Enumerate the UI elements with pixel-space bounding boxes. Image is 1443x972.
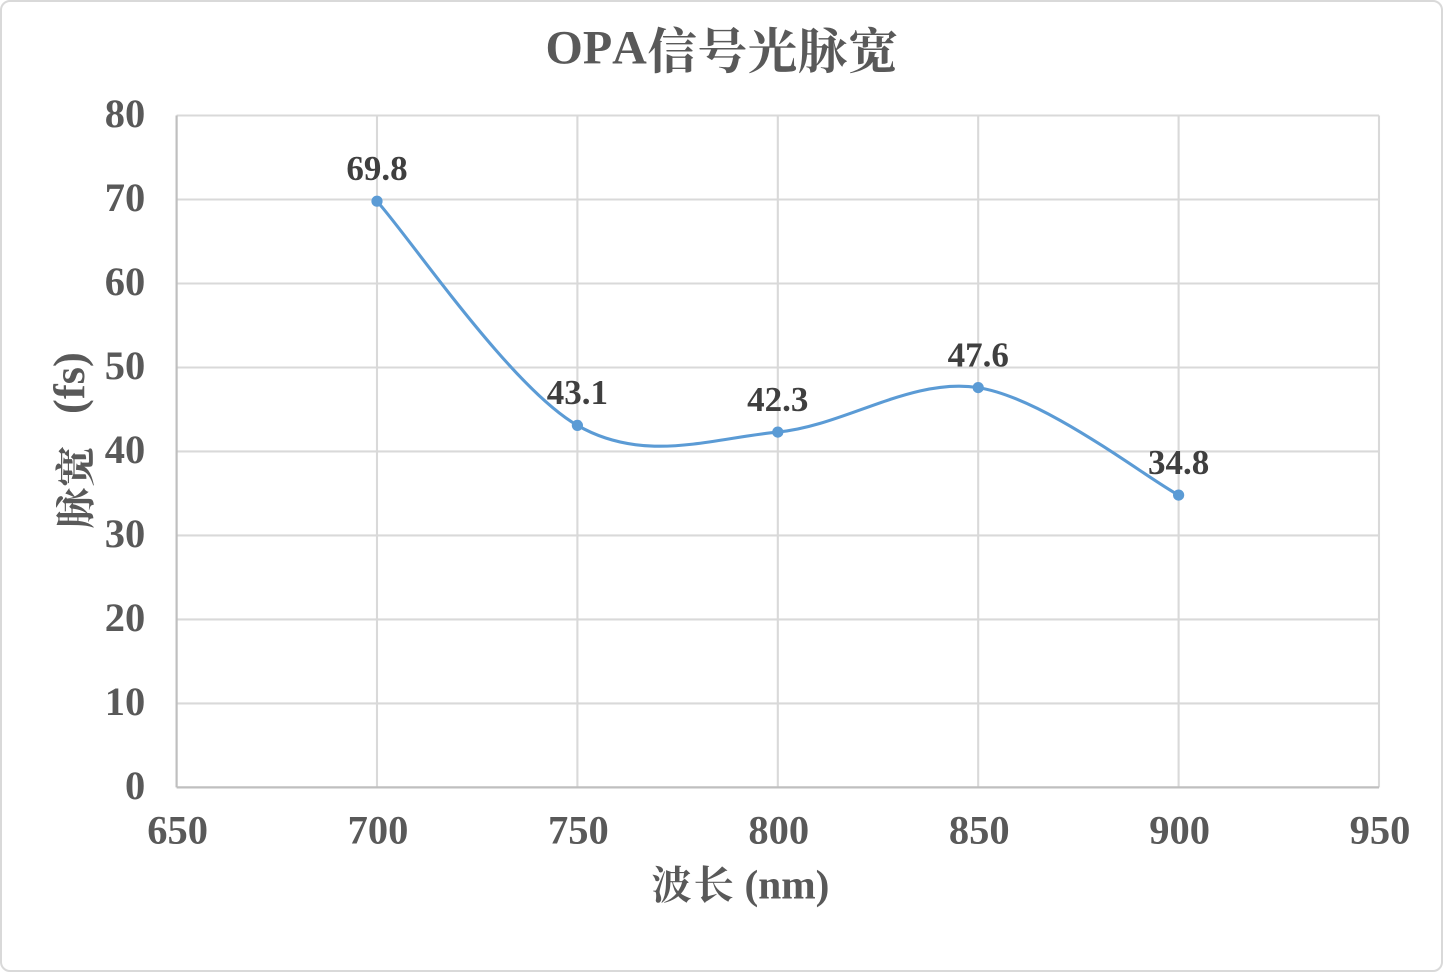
svg-text:34.8: 34.8 xyxy=(1148,443,1209,482)
svg-text:(fs): (fs) xyxy=(44,352,94,414)
svg-text:60: 60 xyxy=(105,259,146,304)
svg-text:950: 950 xyxy=(1350,807,1411,852)
svg-text:650: 650 xyxy=(147,807,208,852)
svg-text:43.1: 43.1 xyxy=(547,373,608,412)
svg-text:47.6: 47.6 xyxy=(948,335,1009,374)
svg-text:0: 0 xyxy=(125,763,145,808)
svg-text:(nm): (nm) xyxy=(745,862,830,909)
svg-text:69.8: 69.8 xyxy=(346,149,407,188)
svg-text:700: 700 xyxy=(348,807,409,852)
svg-text:40: 40 xyxy=(105,427,146,472)
svg-text:20: 20 xyxy=(105,595,146,640)
svg-text:80: 80 xyxy=(105,91,146,136)
svg-text:800: 800 xyxy=(748,807,809,852)
svg-text:50: 50 xyxy=(105,343,146,388)
svg-text:900: 900 xyxy=(1149,807,1210,852)
svg-text:42.3: 42.3 xyxy=(747,380,808,419)
svg-text:30: 30 xyxy=(105,511,146,556)
svg-text:10: 10 xyxy=(105,679,146,724)
svg-text:OPA: OPA xyxy=(546,22,648,75)
svg-text:750: 750 xyxy=(548,807,609,852)
svg-text:70: 70 xyxy=(105,175,146,220)
svg-text:850: 850 xyxy=(949,807,1010,852)
